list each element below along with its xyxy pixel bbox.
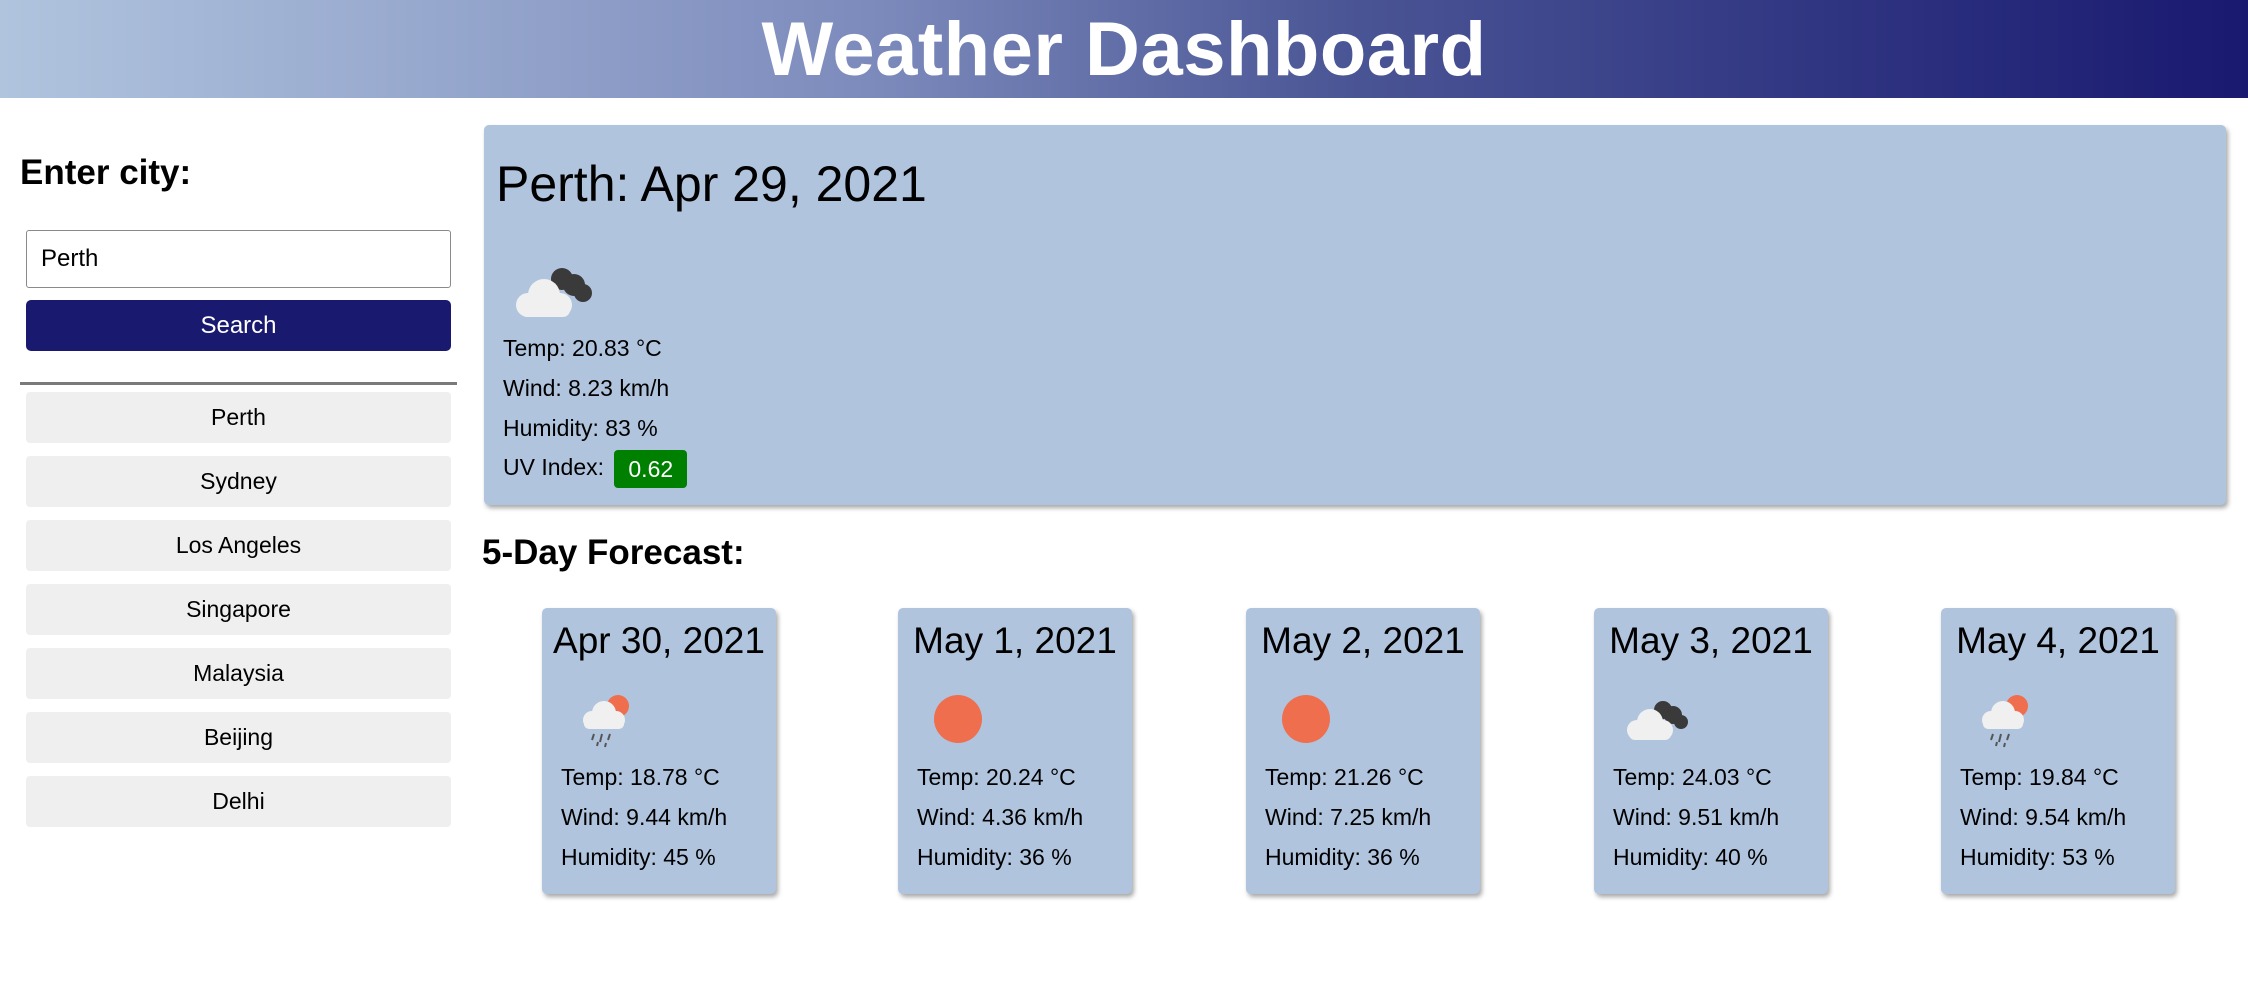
forecast-wind: Wind: 9.54 km/h bbox=[1960, 804, 2127, 830]
history-item-beijing[interactable]: Beijing bbox=[26, 712, 451, 763]
forecast-wind: Wind: 9.44 km/h bbox=[561, 804, 728, 830]
history-item-sydney[interactable]: Sydney bbox=[26, 456, 451, 507]
history-item-malaysia[interactable]: Malaysia bbox=[26, 648, 451, 699]
forecast-date: May 3, 2021 bbox=[1609, 620, 1813, 661]
forecast-date: May 4, 2021 bbox=[1956, 620, 2160, 661]
forecast-card: May 2, 2021 Temp: 21.26 °C Wind: 7.25 km… bbox=[1246, 608, 1480, 894]
search-sidebar: Enter city: Search Perth Sydney Los Ange… bbox=[20, 125, 458, 827]
forecast-temp: Temp: 20.24 °C bbox=[917, 764, 1076, 790]
uv-index-badge: 0.62 bbox=[614, 450, 688, 488]
forecast-card: Apr 30, 2021 Temp: 18.78 °C Wind: 9.44 k… bbox=[542, 608, 776, 894]
forecast-temp: Temp: 24.03 °C bbox=[1613, 764, 1772, 790]
search-history-list: Perth Sydney Los Angeles Singapore Malay… bbox=[26, 392, 451, 840]
sidebar-divider bbox=[20, 382, 457, 385]
rain-sun-icon bbox=[1982, 695, 2028, 748]
cloudy-icon bbox=[1627, 701, 1688, 740]
forecast-date: Apr 30, 2021 bbox=[553, 620, 765, 661]
cloudy-icon bbox=[516, 268, 592, 317]
forecast-card: May 4, 2021 Temp: 19.84 °C Wind: 9.54 km… bbox=[1941, 608, 2175, 894]
history-item-singapore[interactable]: Singapore bbox=[26, 584, 451, 635]
city-search-input[interactable] bbox=[26, 230, 451, 288]
forecast-card: May 1, 2021 Temp: 20.24 °C Wind: 4.36 km… bbox=[898, 608, 1132, 894]
forecast-humidity: Humidity: 40 % bbox=[1613, 844, 1768, 870]
page-title: Weather Dashboard bbox=[761, 6, 1487, 92]
forecast-date: May 2, 2021 bbox=[1261, 620, 1465, 661]
current-wind: Wind: 8.23 km/h bbox=[503, 375, 670, 401]
forecast-wind: Wind: 4.36 km/h bbox=[917, 804, 1084, 830]
current-temp: Temp: 20.83 °C bbox=[503, 335, 662, 361]
rain-sun-icon bbox=[583, 695, 629, 748]
history-item-los-angeles[interactable]: Los Angeles bbox=[26, 520, 451, 571]
search-heading: Enter city: bbox=[20, 153, 192, 192]
forecast-wind: Wind: 7.25 km/h bbox=[1265, 804, 1432, 830]
forecast-wind: Wind: 9.51 km/h bbox=[1613, 804, 1780, 830]
sun-icon bbox=[934, 695, 982, 743]
forecast-humidity: Humidity: 36 % bbox=[917, 844, 1072, 870]
sun-icon bbox=[1282, 695, 1330, 743]
forecast-temp: Temp: 19.84 °C bbox=[1960, 764, 2119, 790]
forecast-humidity: Humidity: 45 % bbox=[561, 844, 716, 870]
forecast-date: May 1, 2021 bbox=[913, 620, 1117, 661]
current-uv-row: UV Index: 0.62 bbox=[503, 450, 688, 488]
forecast-humidity: Humidity: 36 % bbox=[1265, 844, 1420, 870]
current-humidity: Humidity: 83 % bbox=[503, 415, 658, 441]
forecast-temp: Temp: 18.78 °C bbox=[561, 764, 720, 790]
forecast-humidity: Humidity: 53 % bbox=[1960, 844, 2115, 870]
uv-label: UV Index: bbox=[503, 454, 604, 481]
forecast-heading: 5-Day Forecast: bbox=[482, 533, 745, 572]
page-header: Weather Dashboard bbox=[0, 0, 2248, 98]
current-weather-card: Perth: Apr 29, 2021 Temp: 20.83 °C Wind:… bbox=[484, 125, 2226, 505]
forecast-temp: Temp: 21.26 °C bbox=[1265, 764, 1424, 790]
current-city-title: Perth: Apr 29, 2021 bbox=[496, 156, 927, 212]
search-button[interactable]: Search bbox=[26, 300, 451, 351]
history-item-perth[interactable]: Perth bbox=[26, 392, 451, 443]
forecast-card: May 3, 2021 Temp: 24.03 °C Wind: 9.51 km… bbox=[1594, 608, 1828, 894]
history-item-delhi[interactable]: Delhi bbox=[26, 776, 451, 827]
